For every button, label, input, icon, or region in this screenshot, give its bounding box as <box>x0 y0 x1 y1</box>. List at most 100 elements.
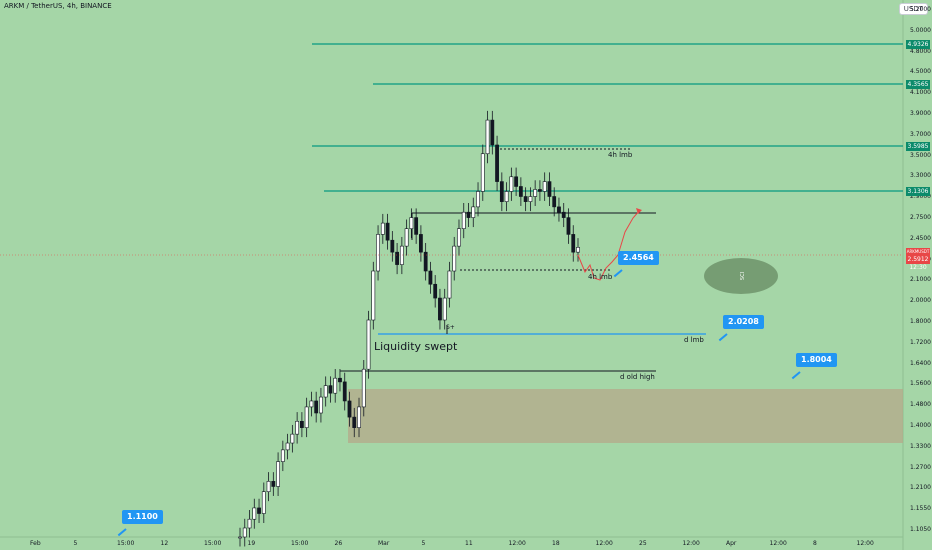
y-tick-label: 2.7500 <box>910 214 931 221</box>
x-tick-label: Feb <box>30 540 41 547</box>
x-tick-label: Mar <box>378 540 390 547</box>
callout-3[interactable]: 2.0208 <box>723 315 764 329</box>
level-badge-4: 3.1306 <box>906 187 930 196</box>
y-tick-label: 3.9000 <box>910 110 931 117</box>
candle-body <box>528 196 533 202</box>
candle-body <box>395 251 399 265</box>
candle-body <box>480 153 485 192</box>
x-tick-label: 26 <box>334 540 343 547</box>
current-price-symbol: ARKMUSDT <box>906 249 930 254</box>
x-tick-label: Apr <box>726 540 737 547</box>
target-ellipse[interactable] <box>704 258 778 294</box>
y-tick-label: 1.5600 <box>910 380 931 388</box>
y-tick-label: 1.7200 <box>910 338 931 346</box>
candle-body <box>333 377 338 394</box>
candle-body <box>533 189 538 197</box>
ellipse-label: SCI <box>740 272 746 280</box>
candle-body <box>518 186 523 197</box>
candle-body <box>271 481 276 487</box>
candle-body <box>357 406 361 428</box>
x-tick-label: 12:00 <box>682 540 700 547</box>
candle-body <box>504 191 509 202</box>
level-badge-1: 4.9326 <box>906 40 930 49</box>
y-tick-label: 4.5000 <box>910 68 931 76</box>
candle-body <box>376 234 380 272</box>
projection-path[interactable] <box>577 209 641 281</box>
y-tick-label: 2.0000 <box>910 297 931 305</box>
y-tick-label: 1.1550 <box>910 505 931 513</box>
candle-body <box>295 420 300 435</box>
candle-body <box>566 217 571 235</box>
candle-body <box>338 377 342 383</box>
y-tick-label: 3.7000 <box>910 130 931 138</box>
candle-body <box>409 217 414 229</box>
y-tick-label: 1.2100 <box>910 484 931 492</box>
candle-body <box>485 119 490 155</box>
y-tick-label: 3.3000 <box>910 172 931 180</box>
candle-body <box>342 381 347 402</box>
callout-4[interactable]: 1.8004 <box>796 353 837 367</box>
candle-body <box>280 449 285 462</box>
candle-body <box>490 119 495 146</box>
y-tick-label: 2.4500 <box>910 234 931 242</box>
x-tick-label: 25 <box>639 540 647 547</box>
lmb-4h-bottom-label: 4h lmb <box>588 273 613 281</box>
candles <box>238 110 580 547</box>
y-tick-label: 1.6400 <box>910 359 931 367</box>
y-tick-label: 4.1000 <box>910 89 931 97</box>
current-price-time: 12:30 <box>909 264 927 271</box>
current-price-value: 2.5912 <box>907 256 929 263</box>
candle-body <box>499 181 504 202</box>
candle-body <box>561 211 566 218</box>
candle-body <box>352 416 357 428</box>
candle-body <box>299 420 304 428</box>
candle-body <box>276 461 280 487</box>
x-tick-label: 11 <box>465 540 473 547</box>
y-tick-label: 1.2700 <box>910 463 931 471</box>
x-tick-label: 12 <box>160 540 169 547</box>
currency-button[interactable]: USDT <box>898 3 928 15</box>
candle-body <box>552 196 557 208</box>
liquidity-swept-label: Liquidity swept <box>374 340 458 353</box>
candle-body <box>423 251 428 272</box>
callout-2[interactable]: 2.4564 <box>618 251 659 265</box>
candle-body <box>347 400 352 418</box>
candle-body <box>323 385 328 398</box>
candle-body <box>319 396 323 414</box>
candle-body <box>461 211 466 229</box>
candle-body <box>457 228 461 247</box>
candle-body <box>385 222 390 241</box>
y-tick-label: 1.4000 <box>910 422 931 429</box>
candle-body <box>328 385 333 394</box>
candle-body <box>442 297 447 321</box>
lmb-4h-top-label: 4h lmb <box>608 151 633 159</box>
d-old-high-label: d old high <box>620 373 655 381</box>
candle-body <box>538 189 542 192</box>
candle-body <box>242 527 247 538</box>
x-tick-label: 8 <box>813 540 817 547</box>
candle-body <box>309 400 314 408</box>
level-badge-2: 4.3565 <box>906 80 930 89</box>
x-tick-label: 15:00 <box>204 540 222 547</box>
demand-zone[interactable] <box>348 389 903 443</box>
candle-body <box>557 206 561 213</box>
candle-body <box>366 319 371 370</box>
candle-body <box>404 228 409 247</box>
candle-body <box>438 297 442 321</box>
candle-body <box>247 518 252 529</box>
candle-body <box>261 491 266 514</box>
level-badge-3: 3.5985 <box>906 142 930 151</box>
candle-body <box>471 206 476 218</box>
y-tick-label: 5.0000 <box>910 26 931 34</box>
y-tick-label: 2.9000 <box>910 193 931 201</box>
candle-body <box>523 196 528 202</box>
y-tick-label: 1.1050 <box>910 526 931 533</box>
candle-body <box>495 144 499 182</box>
candle-body <box>433 283 438 299</box>
y-tick-label: 2.1000 <box>910 276 931 284</box>
candle-body <box>399 245 404 265</box>
candle-body <box>238 536 242 539</box>
callout-1[interactable]: 1.1100 <box>122 510 163 524</box>
candle-body <box>414 217 419 235</box>
